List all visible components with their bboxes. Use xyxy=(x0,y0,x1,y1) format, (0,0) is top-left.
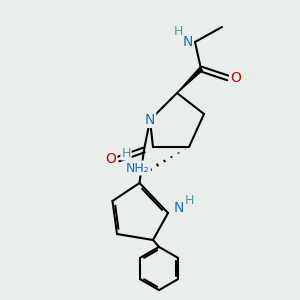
Text: H: H xyxy=(121,146,131,160)
Polygon shape xyxy=(177,68,203,93)
Text: NH₂: NH₂ xyxy=(126,161,150,175)
Text: N: N xyxy=(182,35,193,49)
Text: H: H xyxy=(174,25,183,38)
Text: N: N xyxy=(173,202,184,215)
Text: H: H xyxy=(184,194,194,208)
Text: N: N xyxy=(145,113,155,127)
Text: O: O xyxy=(106,152,116,166)
Text: O: O xyxy=(230,71,241,85)
